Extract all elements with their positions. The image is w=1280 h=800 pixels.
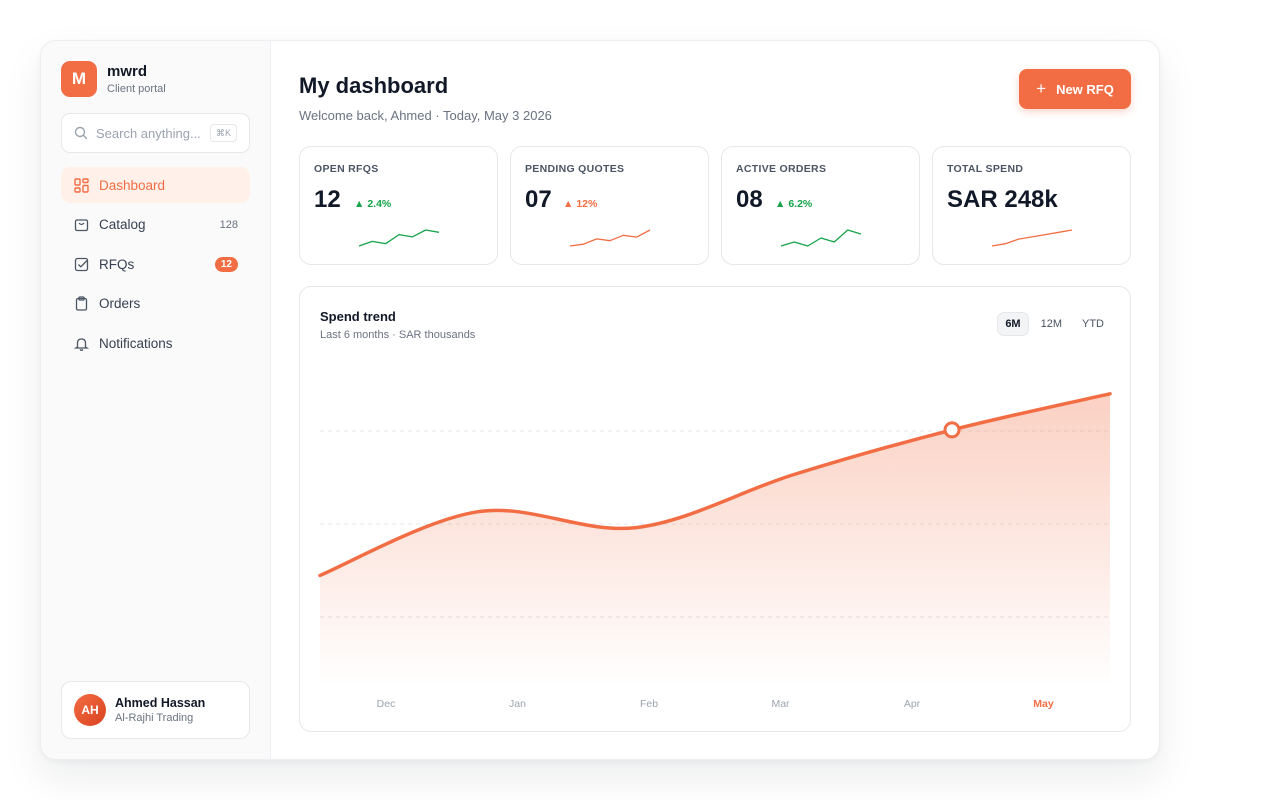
sidebar-item-notifications[interactable]: Notifications bbox=[61, 325, 250, 361]
search-input[interactable]: Search anything... ⌘K bbox=[61, 113, 250, 153]
stat-value: SAR 248k bbox=[947, 186, 1058, 213]
data-point-apr[interactable] bbox=[943, 421, 961, 439]
user-card[interactable]: AH Ahmed Hassan Al-Rajhi Trading bbox=[61, 681, 250, 739]
sidebar-item-rfqs[interactable]: RFQs 12 bbox=[61, 246, 250, 282]
stat-card-pending-quotes[interactable]: PENDING QUOTES 07 ▲ 12% bbox=[510, 146, 709, 265]
stat-label: TOTAL SPEND bbox=[947, 163, 1024, 175]
data-point-feb[interactable] bbox=[632, 524, 640, 532]
data-point-jan[interactable] bbox=[474, 508, 482, 516]
triangle-up-icon: ▲ bbox=[563, 198, 574, 210]
chart-subtitle: Last 6 months · SAR thousands bbox=[320, 329, 476, 341]
sparkline bbox=[991, 229, 1073, 247]
brand-name: mwrd bbox=[107, 63, 148, 80]
sidebar-nav: Dashboard Catalog 128 RFQs 12 bbox=[61, 167, 250, 365]
sparkline-path bbox=[358, 229, 440, 247]
app-window: M mwrd Client portal Search anything... … bbox=[40, 40, 1160, 760]
sidebar-item-label: Orders bbox=[99, 296, 141, 311]
sidebar-item-dashboard[interactable]: Dashboard bbox=[61, 167, 250, 203]
sidebar-item-label: RFQs bbox=[99, 256, 135, 272]
user-org: Al-Rajhi Trading bbox=[115, 712, 194, 724]
stat-delta: ▲ 12% bbox=[563, 198, 598, 210]
page-title: My dashboard bbox=[299, 73, 449, 98]
main-content: My dashboard Welcome back, Ahmed · Today… bbox=[272, 41, 1159, 759]
grid-icon bbox=[73, 177, 89, 193]
search-shortcut: ⌘K bbox=[209, 124, 237, 142]
plus-icon: + bbox=[1036, 79, 1047, 98]
data-point-dec[interactable] bbox=[316, 571, 324, 579]
stat-value: 12 bbox=[314, 186, 341, 213]
range-tab-6m[interactable]: 6M bbox=[997, 312, 1029, 336]
checkbox-icon bbox=[73, 256, 89, 272]
sparkline-path bbox=[991, 229, 1073, 247]
shopping-bag-icon bbox=[73, 217, 89, 233]
user-name: Ahmed Hassan bbox=[115, 696, 206, 710]
sidebar: M mwrd Client portal Search anything... … bbox=[41, 41, 271, 759]
spend-area bbox=[320, 393, 1110, 687]
search-icon bbox=[74, 126, 88, 140]
sparkline-path bbox=[569, 229, 651, 247]
stat-delta: ▲ 6.2% bbox=[775, 198, 813, 210]
sidebar-item-label: Catalog bbox=[99, 217, 146, 232]
sidebar-item-label: Dashboard bbox=[99, 177, 166, 193]
range-tab-12m[interactable]: 12M bbox=[1040, 318, 1062, 330]
data-point-may[interactable] bbox=[1106, 390, 1114, 398]
sparkline-path bbox=[780, 229, 862, 247]
brand-logo: M bbox=[61, 61, 97, 97]
catalog-count: 128 bbox=[219, 218, 238, 231]
stat-value: 07 bbox=[525, 186, 552, 213]
new-rfq-label: New RFQ bbox=[1056, 81, 1114, 97]
avatar: AH bbox=[74, 694, 106, 726]
sparkline bbox=[569, 229, 651, 247]
page-subtitle: Welcome back, Ahmed · Today, May 3 2026 bbox=[299, 108, 552, 123]
sparkline bbox=[780, 229, 862, 247]
sidebar-item-label: Notifications bbox=[99, 335, 173, 351]
data-point-mar[interactable] bbox=[790, 471, 798, 479]
range-tab-ytd[interactable]: YTD bbox=[1082, 318, 1104, 330]
stat-card-active-orders[interactable]: ACTIVE ORDERS 08 ▲ 6.2% bbox=[721, 146, 920, 265]
stat-label: ACTIVE ORDERS bbox=[736, 163, 827, 175]
spend-trend-chart: Dec Jan Feb Mar Apr May bbox=[316, 390, 1114, 710]
sidebar-item-catalog[interactable]: Catalog 128 bbox=[61, 207, 250, 243]
rfqs-badge: 12 bbox=[214, 256, 238, 272]
triangle-up-icon: ▲ bbox=[775, 198, 786, 210]
stat-card-open-rfqs[interactable]: OPEN RFQS 12 ▲ 2.4% bbox=[299, 146, 498, 265]
triangle-up-icon: ▲ bbox=[354, 198, 365, 210]
spend-line bbox=[318, 392, 1112, 578]
spend-trend-card: Dec Jan Feb Mar Apr May Spend trend Last 6 mo… bbox=[299, 286, 1131, 732]
x-axis-label: May bbox=[1033, 698, 1054, 710]
x-axis-label: Feb bbox=[640, 698, 658, 710]
search-placeholder: Search anything... bbox=[96, 125, 201, 141]
clipboard-icon bbox=[73, 296, 89, 312]
brand-subtitle: Client portal bbox=[107, 83, 166, 95]
range-tabs: 6M 12M YTD bbox=[993, 312, 1112, 336]
brand[interactable]: M mwrd Client portal bbox=[61, 61, 166, 97]
new-rfq-button[interactable]: + New RFQ bbox=[1019, 69, 1131, 109]
stat-delta: ▲ 2.4% bbox=[354, 198, 392, 210]
stat-cards: OPEN RFQS 12 ▲ 2.4% PENDING QUOTES 07 ▲ … bbox=[299, 146, 1131, 265]
x-axis-label: Dec bbox=[377, 698, 396, 710]
bell-icon bbox=[73, 335, 89, 351]
stat-label: OPEN RFQS bbox=[314, 163, 379, 175]
stat-card-total-spend[interactable]: TOTAL SPEND SAR 248k bbox=[932, 146, 1131, 265]
x-axis-label: Mar bbox=[771, 698, 790, 710]
sidebar-item-orders[interactable]: Orders bbox=[61, 286, 250, 322]
chart-title: Spend trend bbox=[320, 309, 396, 324]
x-axis-label: Apr bbox=[904, 698, 921, 710]
stat-value: 08 bbox=[736, 186, 763, 213]
stat-label: PENDING QUOTES bbox=[525, 163, 625, 175]
x-axis-label: Jan bbox=[509, 698, 526, 710]
sparkline bbox=[358, 229, 440, 247]
